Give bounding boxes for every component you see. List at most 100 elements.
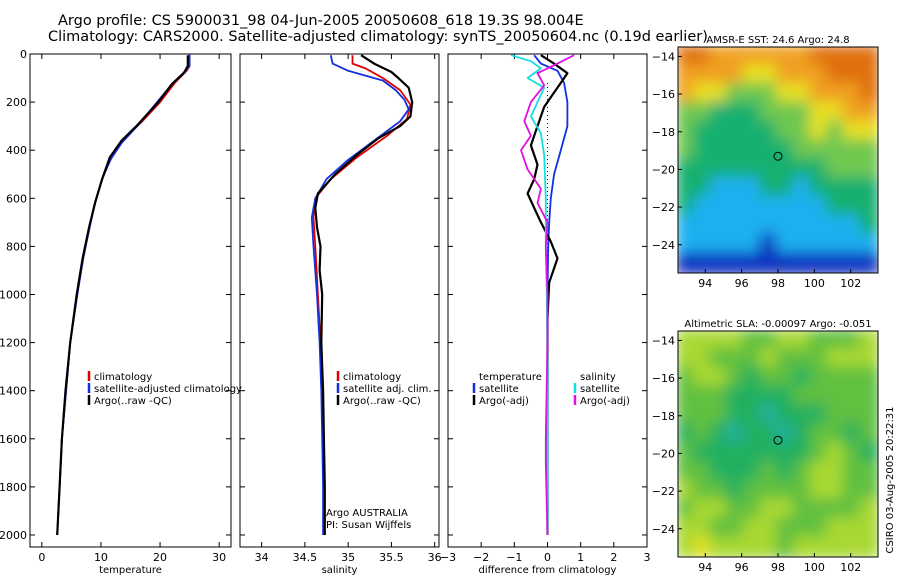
temp-xtick-label: 20 — [153, 551, 167, 564]
sst-cell — [859, 82, 878, 106]
sla-cell — [809, 536, 830, 557]
sst-cell — [692, 82, 714, 106]
sst-cell — [726, 195, 747, 219]
sst-cell — [709, 158, 730, 181]
sst-cell — [859, 139, 878, 162]
temp-ytick-label: 1800 — [0, 481, 27, 494]
temp-series-black — [56, 55, 189, 536]
sla-ytick-label: −14 — [652, 334, 675, 347]
diff-xlabel: difference from climatology — [479, 565, 617, 576]
diff-xtick-label: −3 — [440, 551, 456, 564]
sla-xtick-label: 98 — [771, 561, 785, 574]
sla-cell — [792, 536, 814, 557]
sst-cell — [842, 63, 864, 87]
diff-legend-sal-label: salinity — [580, 372, 616, 383]
sst-cell — [842, 195, 864, 219]
sla-cell — [759, 423, 780, 446]
sst-cell — [809, 139, 830, 162]
sla-cell — [692, 347, 714, 371]
sal-series-blue — [310, 55, 410, 535]
sla-cell — [726, 423, 747, 446]
temp-ytick-label: 600 — [6, 192, 27, 205]
sst-argo-marker — [773, 151, 783, 161]
sst-cell — [692, 233, 714, 257]
sla-cell — [859, 366, 878, 390]
sst-cell — [742, 120, 764, 144]
sla-cell — [759, 385, 780, 409]
sla-cell — [709, 517, 730, 541]
sla-cell — [859, 536, 878, 557]
sst-cell — [776, 47, 797, 68]
sla-cell — [792, 423, 814, 446]
sla-cell — [678, 366, 697, 390]
sla-cell — [792, 479, 814, 503]
sst-cell — [726, 101, 747, 125]
sla-cell — [809, 385, 830, 409]
temp-ytick-label: 1400 — [0, 385, 27, 398]
sla-argo-marker — [773, 435, 783, 445]
sst-cell — [826, 47, 847, 68]
sst-cell — [826, 139, 847, 162]
sst-cell — [842, 214, 864, 238]
diff-xtick-label: −1 — [506, 551, 522, 564]
sla-cell — [792, 442, 814, 465]
sst-cell — [826, 195, 847, 219]
sla-cell — [826, 536, 847, 557]
sst-cell — [678, 233, 697, 257]
sla-cell — [742, 536, 764, 557]
sla-cell — [809, 423, 830, 446]
sst-cell — [726, 47, 747, 68]
sst-cell — [826, 120, 847, 144]
sla-cell — [859, 498, 878, 522]
sst-ytick-label: −22 — [652, 201, 675, 214]
temp-xtick-label: 0 — [38, 551, 45, 564]
sla-cell — [678, 442, 697, 465]
sla-cell — [692, 517, 714, 541]
sla-cell — [826, 404, 847, 428]
sla-cell — [792, 517, 814, 541]
sst-cell — [842, 120, 864, 144]
temp-ytick-label: 1000 — [0, 288, 27, 301]
sst-cell — [859, 47, 878, 68]
sla-cell — [826, 442, 847, 465]
sla-cell — [709, 460, 730, 484]
sla-cell — [692, 404, 714, 428]
sst-cell — [792, 82, 814, 106]
sst-cell — [709, 252, 730, 273]
diff-legend-temp-label: satellite — [479, 384, 519, 395]
sla-cell — [826, 331, 847, 352]
sla-cell — [809, 404, 830, 428]
sst-cell — [692, 214, 714, 238]
timestamp-stamp: CSIRO 03-Aug-2005 20:22:31 — [885, 406, 896, 553]
sla-cell — [859, 517, 878, 541]
sla-cell — [776, 460, 797, 484]
sla-cell — [826, 517, 847, 541]
sst-cell — [792, 233, 814, 257]
sst-cell — [842, 176, 864, 200]
sla-cell — [859, 404, 878, 428]
sal-xtick-label: 36 — [428, 551, 442, 564]
sla-cell — [726, 347, 747, 371]
temp-ytick-label: 1600 — [0, 433, 27, 446]
sla-cell — [842, 442, 864, 465]
sla-cell — [678, 385, 697, 409]
sla-cell — [742, 423, 764, 446]
sla-cell — [792, 347, 814, 371]
sst-cell — [826, 63, 847, 87]
sla-cell — [759, 479, 780, 503]
sla-cell — [759, 442, 780, 465]
sla-cell — [692, 460, 714, 484]
sst-cell — [678, 101, 697, 125]
sst-cell — [842, 158, 864, 181]
sla-cell — [792, 460, 814, 484]
sal-legend-label: climatology — [343, 372, 401, 383]
sst-cell — [742, 195, 764, 219]
sla-ytick-label: −22 — [652, 485, 675, 498]
sla-cell — [742, 404, 764, 428]
sst-cell — [776, 63, 797, 87]
sst-xtick-label: 96 — [735, 277, 749, 290]
sst-cell — [742, 47, 764, 68]
sst-cell — [776, 82, 797, 106]
sst-cell — [709, 195, 730, 219]
sst-cell — [792, 158, 814, 181]
